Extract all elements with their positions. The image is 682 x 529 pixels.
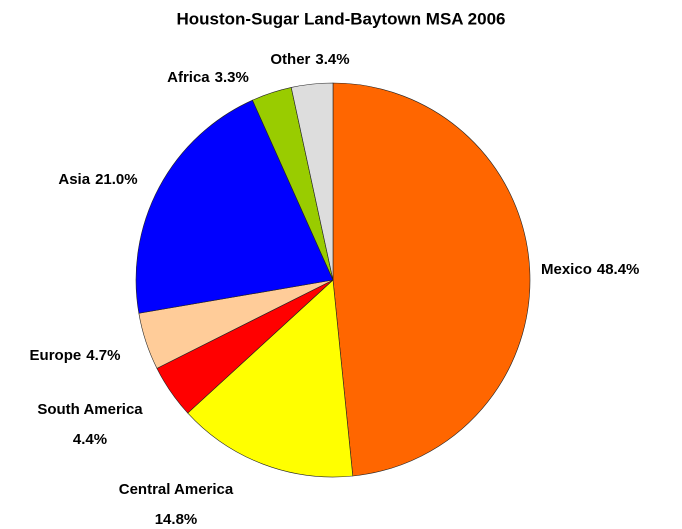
slice-label: Other 3.4% — [270, 51, 349, 68]
slice-value: 14.8% — [155, 511, 198, 528]
slice-category: Africa — [167, 69, 210, 86]
slice-category: Asia — [58, 171, 90, 188]
slice-label: Asia 21.0% — [58, 171, 137, 188]
pie-slice — [187, 279, 354, 478]
slice-value: 21.0% — [95, 171, 138, 188]
chart-title: Houston-Sugar Land-Baytown MSA 2006 — [176, 9, 505, 28]
slice-category: Mexico — [541, 261, 592, 278]
slice-value: 4.7% — [86, 347, 120, 364]
slice-label: Africa 3.3% — [167, 69, 249, 86]
slice-value: 4.4% — [73, 431, 107, 448]
slice-category: Other — [270, 51, 310, 68]
slice-value: 3.4% — [315, 51, 349, 68]
slice-value: 48.4% — [597, 261, 640, 278]
slice-label: Europe 4.7% — [30, 347, 121, 364]
slice-label: South America 4.4% — [37, 401, 143, 448]
slice-category: Europe — [30, 347, 82, 364]
pie-slice — [290, 82, 334, 281]
slice-label: Mexico 48.4% — [541, 261, 639, 278]
slice-category: South America — [37, 401, 143, 418]
slice-label: Central America 14.8% — [119, 481, 234, 528]
slice-value: 3.3% — [215, 69, 249, 86]
pie-slice — [135, 99, 334, 314]
pie-slice — [332, 82, 531, 477]
slice-category: Central America — [119, 481, 234, 498]
